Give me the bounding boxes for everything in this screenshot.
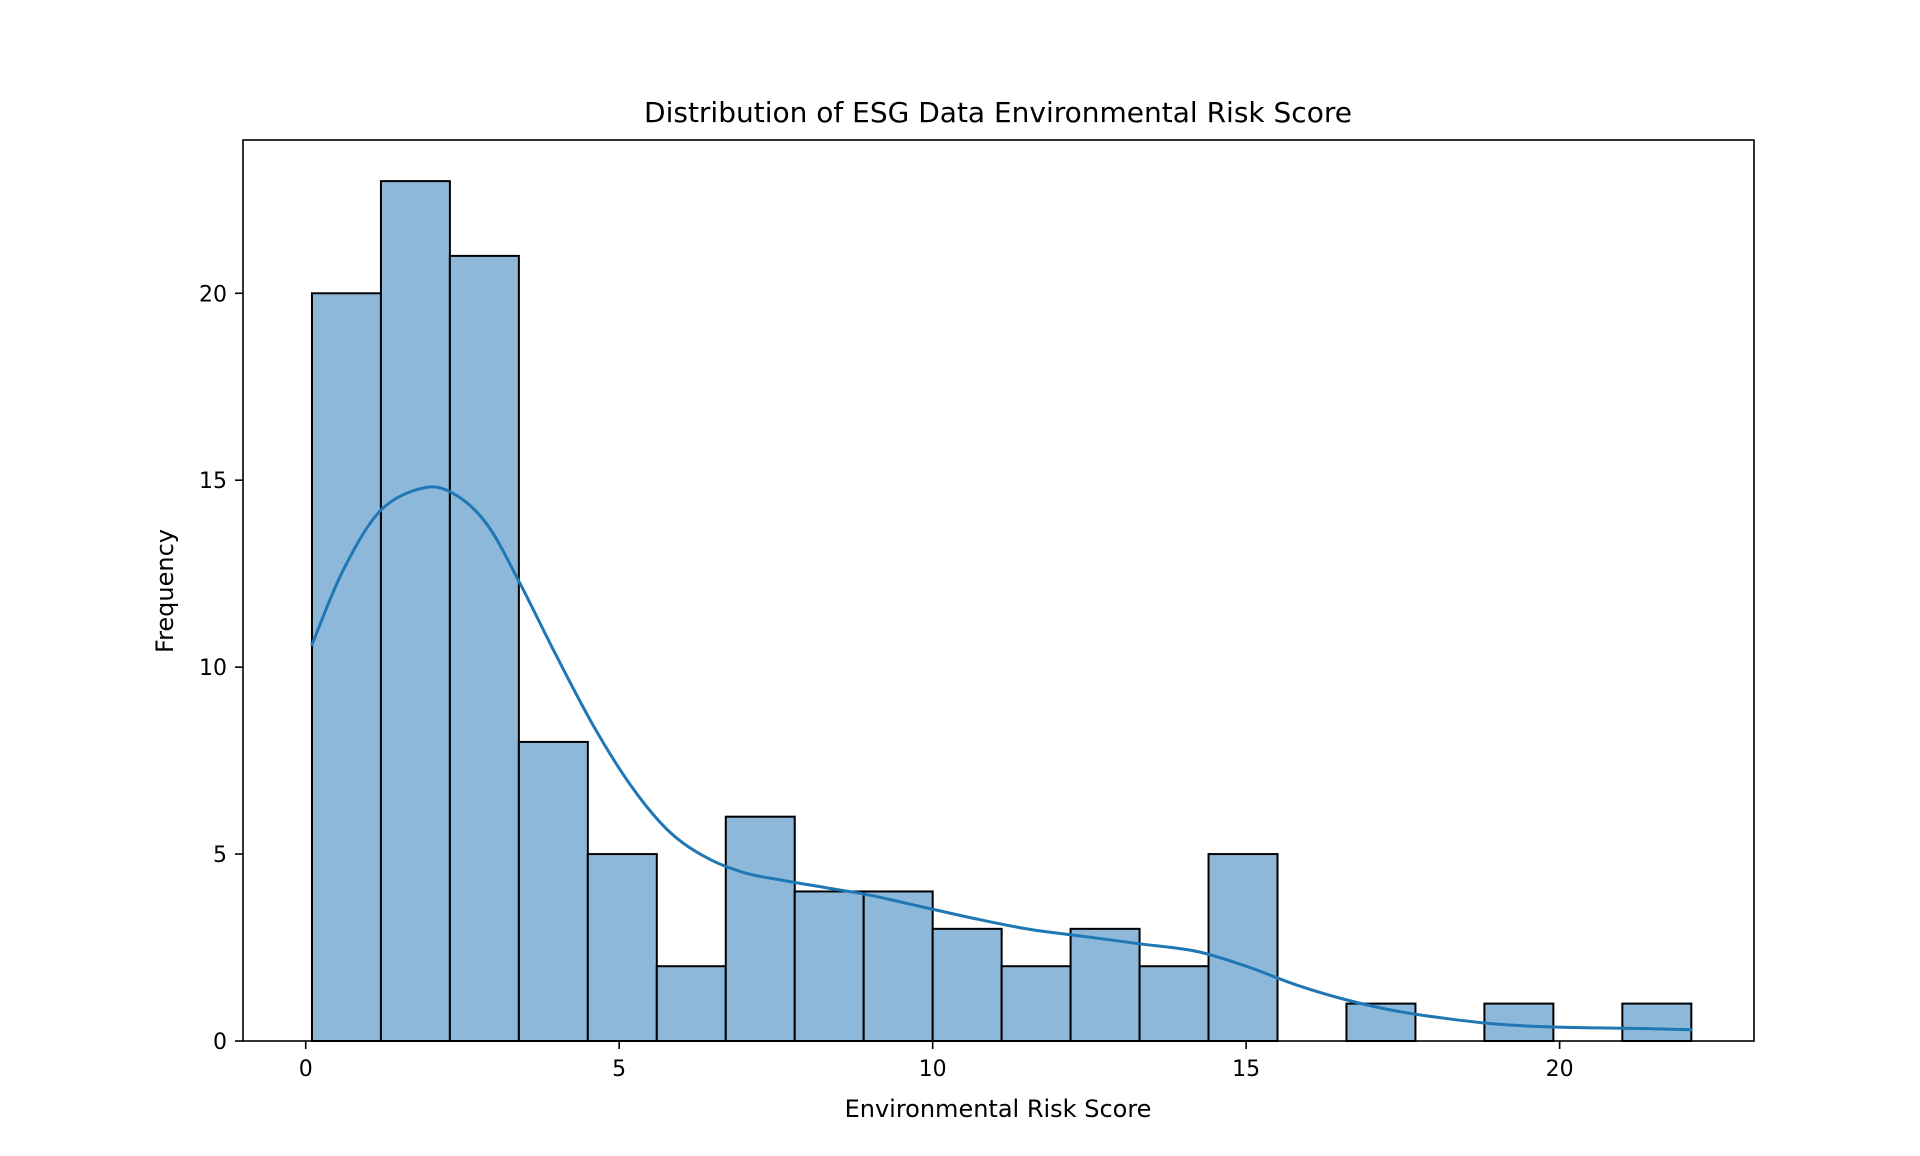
histogram-bar	[862, 890, 934, 1043]
histogram-bar	[1138, 965, 1210, 1042]
plot-area-frame	[242, 139, 1755, 1042]
histogram-bar	[931, 927, 1003, 1043]
histogram-bar	[1207, 853, 1279, 1042]
x-tick-label: 20	[1546, 1057, 1574, 1082]
x-tick-label: 10	[919, 1057, 947, 1082]
histogram-bar	[517, 740, 589, 1042]
histogram-bar	[1069, 927, 1141, 1043]
x-axis-ticks: 0 5 10 15 20	[299, 1041, 1574, 1082]
histogram-bar	[793, 890, 865, 1043]
histogram-bar	[448, 254, 520, 1042]
histogram-bar	[379, 180, 451, 1042]
histogram-bar	[586, 853, 658, 1042]
y-axis-label: Frequency	[151, 529, 179, 653]
histogram-bar	[1345, 1002, 1417, 1042]
histogram-bar	[1621, 1002, 1693, 1042]
kde-layer	[310, 485, 1693, 1032]
x-axis-label: Environmental Risk Score	[845, 1095, 1152, 1123]
y-tick-label: 10	[199, 656, 227, 681]
x-tick-label: 15	[1232, 1057, 1260, 1082]
y-tick-label: 0	[213, 1030, 227, 1055]
chart-title: Distribution of ESG Data Environmental R…	[644, 96, 1352, 129]
y-tick-label: 15	[199, 469, 227, 494]
x-tick-label: 0	[299, 1057, 313, 1082]
histogram-bar	[1483, 1002, 1555, 1042]
bars-layer	[310, 180, 1693, 1043]
histogram-bar	[724, 815, 796, 1042]
histogram-bar	[655, 965, 727, 1042]
histogram-bar	[1000, 965, 1072, 1042]
y-tick-label: 5	[213, 843, 227, 868]
y-axis-ticks: 0 5 10 15 20	[199, 282, 243, 1055]
y-tick-label: 20	[199, 282, 227, 307]
histogram-bar	[310, 292, 382, 1042]
x-tick-label: 5	[612, 1057, 626, 1082]
kde-curve	[310, 485, 1693, 1032]
